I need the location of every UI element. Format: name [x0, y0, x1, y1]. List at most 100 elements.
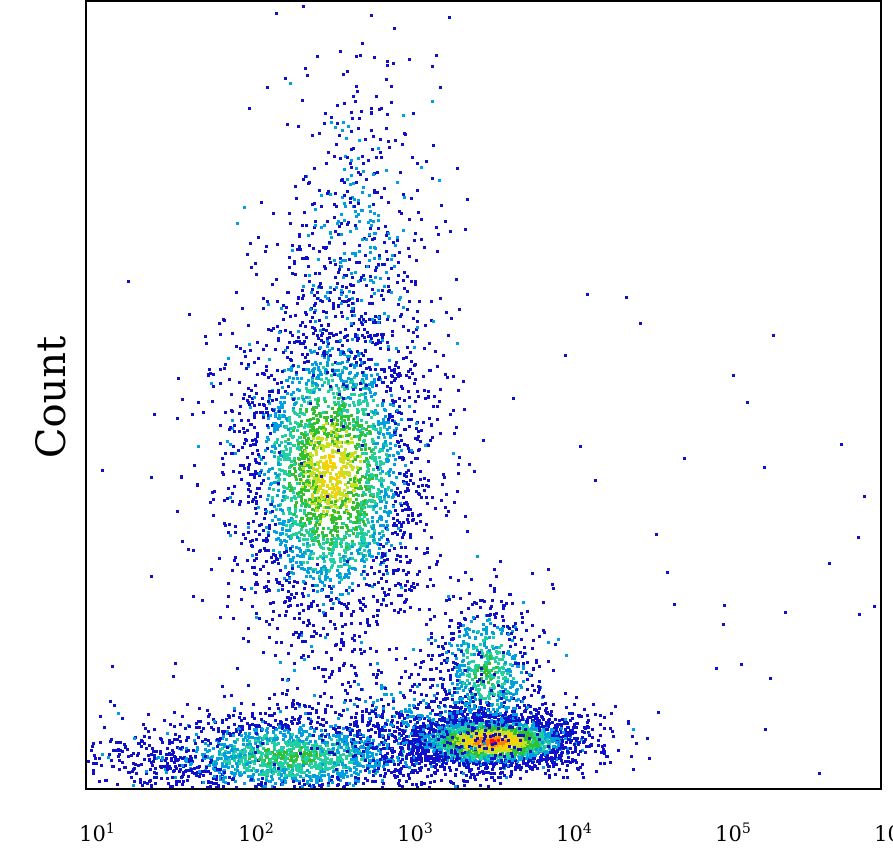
- data-point: [367, 335, 370, 338]
- data-point: [418, 767, 421, 770]
- data-point: [313, 694, 316, 697]
- data-point: [340, 578, 343, 581]
- data-point: [388, 416, 391, 419]
- data-point: [284, 445, 287, 448]
- data-point: [399, 555, 402, 558]
- data-point: [306, 74, 309, 77]
- data-point: [288, 519, 291, 522]
- data-point: [322, 552, 325, 555]
- data-point: [408, 588, 411, 591]
- data-point: [374, 363, 377, 366]
- data-point: [314, 329, 317, 332]
- data-point: [351, 117, 354, 120]
- data-point: [250, 389, 253, 392]
- data-point: [359, 513, 362, 516]
- data-point: [253, 361, 256, 364]
- data-point: [343, 300, 346, 303]
- data-point: [407, 329, 410, 332]
- data-point: [376, 662, 379, 665]
- data-point: [309, 418, 312, 421]
- data-point: [330, 236, 333, 239]
- data-point: [302, 595, 305, 598]
- data-point: [464, 228, 467, 231]
- data-point: [257, 506, 260, 509]
- data-point: [364, 493, 367, 496]
- data-point: [345, 532, 348, 535]
- data-point: [224, 452, 227, 455]
- data-point: [301, 412, 304, 415]
- data-point: [245, 367, 248, 370]
- data-point: [350, 716, 353, 719]
- data-point: [333, 411, 336, 414]
- data-point: [468, 750, 471, 753]
- data-point: [293, 463, 296, 466]
- data-point: [400, 313, 403, 316]
- data-point: [306, 360, 309, 363]
- data-point: [192, 595, 195, 598]
- data-point: [288, 473, 291, 476]
- data-point: [323, 474, 326, 477]
- data-point: [400, 734, 403, 737]
- data-point: [231, 419, 234, 422]
- data-point: [363, 328, 366, 331]
- data-point: [319, 415, 322, 418]
- data-point: [349, 557, 352, 560]
- data-point: [316, 428, 319, 431]
- data-point: [255, 612, 258, 615]
- data-point: [379, 516, 382, 519]
- data-point: [370, 525, 373, 528]
- data-point: [402, 279, 405, 282]
- data-point: [343, 366, 346, 369]
- data-point: [585, 745, 588, 748]
- data-point: [358, 117, 361, 120]
- data-point: [284, 458, 287, 461]
- data-point: [365, 583, 368, 586]
- data-point: [369, 227, 372, 230]
- data-point: [255, 512, 258, 515]
- data-point: [376, 614, 379, 617]
- data-point: [330, 121, 333, 124]
- data-point: [388, 474, 391, 477]
- data-point: [393, 420, 396, 423]
- data-point: [277, 339, 280, 342]
- data-point: [338, 601, 341, 604]
- data-point: [425, 496, 428, 499]
- data-point: [376, 623, 379, 626]
- data-point: [342, 415, 345, 418]
- data-point: [367, 358, 370, 361]
- data-point: [532, 715, 535, 718]
- data-point: [289, 512, 292, 515]
- data-point: [408, 58, 411, 61]
- data-point: [355, 85, 358, 88]
- data-point: [328, 548, 331, 551]
- data-point: [333, 155, 336, 158]
- data-point: [398, 372, 401, 375]
- data-point: [362, 554, 365, 557]
- data-point: [554, 739, 557, 742]
- data-point: [345, 415, 348, 418]
- data-point: [407, 571, 410, 574]
- data-point: [294, 314, 297, 317]
- data-point: [295, 340, 298, 343]
- data-point: [295, 478, 298, 481]
- data-point: [291, 249, 294, 252]
- data-point: [351, 338, 354, 341]
- data-point: [363, 278, 366, 281]
- data-point: [336, 506, 339, 509]
- data-point: [176, 510, 179, 513]
- data-point: [234, 525, 237, 528]
- data-point: [336, 530, 339, 533]
- data-point: [514, 766, 517, 769]
- data-point: [285, 550, 288, 553]
- data-point: [322, 429, 325, 432]
- data-point: [280, 396, 283, 399]
- data-point: [279, 454, 282, 457]
- data-point: [345, 137, 348, 140]
- data-point: [316, 571, 319, 574]
- data-point: [540, 754, 543, 757]
- data-point: [352, 284, 355, 287]
- data-point: [515, 751, 518, 754]
- data-point: [428, 342, 431, 345]
- data-point: [317, 377, 320, 380]
- data-point: [251, 566, 254, 569]
